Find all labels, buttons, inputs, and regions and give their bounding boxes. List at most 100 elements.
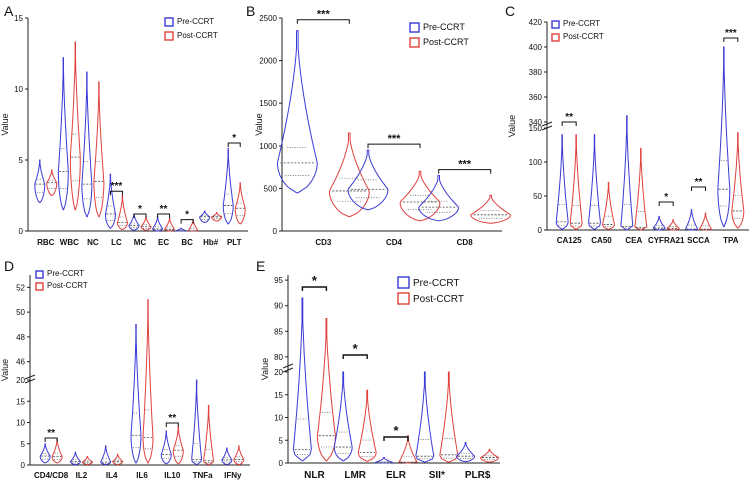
significance-scca: ** — [691, 177, 706, 191]
x-tick-label: CD4/CD8 — [34, 471, 69, 480]
legend-label-pre-ccrt: Pre-CCRT — [413, 278, 459, 289]
significance-bracket — [438, 169, 492, 174]
y-tick-label: 50 — [533, 192, 542, 201]
x-tick-label: PLT — [227, 238, 242, 247]
y-tick-label: 10 — [14, 85, 23, 94]
significance-bracket — [227, 142, 241, 147]
significance-bracket — [691, 186, 706, 191]
y-tick-label: 5 — [279, 436, 284, 445]
violin-post-ccrt — [439, 371, 459, 463]
x-tick-label: RBC — [37, 238, 55, 247]
violin-pre-ccrt — [81, 71, 93, 218]
significance-label: *** — [458, 159, 472, 171]
violin-post-ccrt — [164, 217, 176, 232]
category-cd3: CD3 — [276, 30, 370, 247]
legend-swatch-pre-ccrt — [397, 276, 410, 289]
violin-post-ccrt — [731, 132, 745, 229]
category-cea: CEA — [620, 115, 648, 245]
legend-label-post-ccrt: Post-CCRT — [413, 294, 464, 305]
panel-label: A — [4, 3, 14, 19]
x-tick-label: CA125 — [557, 236, 582, 245]
y-tick-label: 1500 — [259, 99, 277, 108]
significance-bracket — [157, 213, 171, 218]
x-tick-label: SII* — [429, 470, 445, 481]
panel-e: E 0 5 10 15 20 80 85 90 95 Value Pre-CCRT Post-CCRT N… — [256, 258, 500, 481]
significance-label: * — [138, 204, 142, 215]
panel-a: A 0 5 10 15 Value Pre-CCRT Post-CCRT RBC WBC NC LC M… — [0, 3, 248, 247]
y-tick-label: 400 — [529, 43, 543, 52]
significance-bracket — [165, 422, 179, 427]
violin-post-ccrt — [82, 456, 93, 466]
significance-tpa: *** — [723, 28, 739, 42]
legend: Pre-CCRT Post-CCRT — [397, 276, 464, 305]
y-tick-label: 500 — [264, 184, 278, 193]
y-axis-label: Value — [260, 358, 270, 380]
x-tick-label: LC — [111, 238, 122, 247]
category-hb: Hb# — [199, 210, 223, 247]
x-tick-label: BC — [181, 238, 193, 247]
y-tick-label: 100 — [529, 158, 543, 167]
category-bc: BC — [174, 219, 199, 247]
significance-ec: ** — [157, 204, 171, 218]
y-tick-label: 46 — [16, 358, 25, 367]
category-scca: SCCA — [685, 209, 712, 245]
category-lc: LC — [104, 173, 128, 247]
x-tick-label: CA50 — [591, 236, 612, 245]
significance-cd4-cd8: ** — [44, 428, 58, 442]
y-tick-label: 5 — [19, 156, 24, 165]
x-tick-label: IL2 — [76, 471, 88, 480]
significance-bracket — [561, 121, 577, 126]
category-ifny: IFNy — [221, 445, 245, 480]
violin-post-ccrt — [470, 194, 512, 224]
y-tick-label: 52 — [16, 283, 25, 292]
y-tick-label: 360 — [529, 93, 543, 102]
y-tick-label: 2500 — [259, 14, 277, 23]
category-elr: ELR — [373, 435, 418, 481]
legend-swatch-post-ccrt — [35, 282, 44, 291]
legend-swatch-pre-ccrt — [551, 20, 560, 29]
violin-post-ccrt — [203, 405, 215, 466]
legend-label-post-ccrt: Post-CCRT — [177, 31, 218, 40]
significance-ca125: ** — [561, 112, 577, 126]
x-tick-label: MC — [134, 238, 147, 247]
violin-pre-ccrt — [34, 159, 46, 204]
significance-mc: * — [133, 204, 147, 218]
violin-post-ccrt — [112, 453, 124, 466]
violin-post-ccrt — [398, 435, 418, 464]
y-axis-label: Value — [507, 115, 517, 137]
significance-bracket — [301, 286, 328, 291]
category-cd4-cd8: CD4/CD8 — [34, 439, 69, 480]
y-tick-label: 15 — [14, 14, 23, 23]
category-plt: PLT — [222, 148, 246, 247]
x-tick-label: IL10 — [164, 471, 181, 480]
legend: Pre-CCRT Post-CCRT — [35, 269, 88, 291]
legend-swatch-pre-ccrt — [409, 22, 420, 33]
category-plr: PLR$ — [456, 442, 500, 481]
category-wbc: WBC — [57, 41, 81, 247]
violin-pre-ccrt — [620, 115, 634, 231]
significance-label: ** — [47, 428, 55, 439]
category-tnfa: TNFa — [191, 379, 215, 480]
panel-d: D 0 5 10 15 20 46 48 50 52 Value Pre-CCRT Post-CCRT C… — [0, 258, 250, 480]
violin-pre-ccrt — [292, 297, 312, 462]
significance-bracket — [296, 19, 350, 24]
violin-pre-ccrt — [276, 30, 318, 194]
category-ec: EC — [152, 216, 176, 247]
violin-post-ccrt — [666, 219, 680, 231]
significance-label: * — [393, 423, 399, 438]
violin-post-ccrt — [316, 318, 336, 462]
axis-break-mark — [24, 374, 36, 380]
x-tick-label: Hb# — [203, 238, 219, 247]
y-axis-label: Value — [0, 113, 10, 135]
significance-lc: *** — [109, 181, 123, 196]
panel-b: B 0 500 1000 1500 2000 2500 Value Pre-CCRT Post-C… — [246, 3, 512, 247]
category-il4: IL4 — [100, 445, 124, 480]
category-rbc: RBC — [34, 159, 58, 247]
significance-label: * — [185, 210, 189, 221]
significance-cd4: *** — [367, 133, 421, 149]
y-tick-label: 50 — [16, 308, 25, 317]
legend-swatch-post-ccrt — [397, 292, 410, 305]
x-tick-label: CD8 — [457, 238, 474, 247]
violin-pre-ccrt — [652, 215, 666, 231]
